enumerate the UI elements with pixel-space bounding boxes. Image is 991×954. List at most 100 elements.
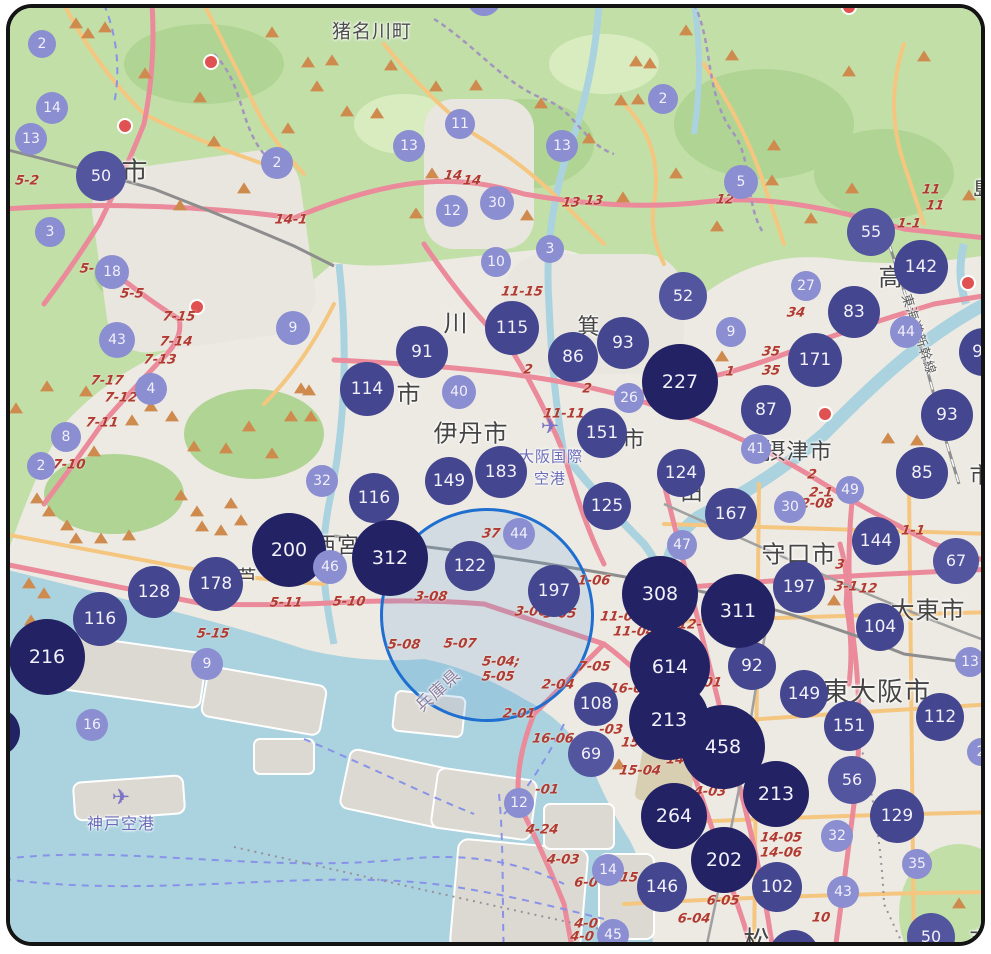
cluster-marker[interactable]: 86 xyxy=(548,332,598,382)
cluster-marker[interactable]: 614 xyxy=(630,627,710,707)
cluster-marker[interactable]: 35 xyxy=(902,849,932,879)
cluster-marker[interactable]: 14 xyxy=(36,92,68,124)
cluster-marker[interactable] xyxy=(10,708,20,756)
cluster-marker[interactable]: 9 xyxy=(191,648,223,680)
cluster-marker[interactable]: 129 xyxy=(870,789,924,843)
cluster-marker[interactable]: 115 xyxy=(485,301,539,355)
cluster-marker[interactable]: 124 xyxy=(657,449,705,497)
cluster-marker[interactable]: 30 xyxy=(774,491,806,523)
cluster-marker[interactable]: 32 xyxy=(821,820,853,852)
cluster-marker[interactable]: 8 xyxy=(51,422,81,452)
cluster-marker[interactable]: 27 xyxy=(791,271,821,301)
cluster-marker[interactable]: 93 xyxy=(921,389,973,441)
cluster-marker[interactable]: 13 xyxy=(955,647,981,677)
cluster-marker[interactable]: 12 xyxy=(504,788,534,818)
cluster-marker[interactable]: 13 xyxy=(15,123,47,155)
cluster-marker[interactable]: 4 xyxy=(135,373,167,405)
cluster-marker[interactable]: 18 xyxy=(95,255,129,289)
cluster-marker[interactable]: 55 xyxy=(847,208,895,256)
cluster-marker[interactable]: 171 xyxy=(788,333,842,387)
cluster-marker[interactable]: 13 xyxy=(393,130,425,162)
cluster-marker[interactable]: 87 xyxy=(741,385,791,435)
cluster-marker[interactable]: 144 xyxy=(852,517,900,565)
cluster-marker[interactable] xyxy=(467,8,501,16)
cluster-marker[interactable]: 311 xyxy=(701,574,775,648)
cluster-marker[interactable]: 3 xyxy=(536,235,564,263)
cluster-marker[interactable]: 67 xyxy=(933,538,979,584)
cluster-marker[interactable]: 93 xyxy=(769,930,819,942)
cluster-marker[interactable]: 200 xyxy=(252,513,326,587)
cluster-marker[interactable]: 151 xyxy=(577,408,627,458)
cluster-marker[interactable]: 43 xyxy=(99,322,135,358)
cluster-marker[interactable]: 92 xyxy=(728,642,776,690)
cluster-marker[interactable]: 3 xyxy=(35,217,65,247)
cluster-marker[interactable]: 47 xyxy=(667,530,697,560)
map-canvas[interactable]: 5-2 14-1 14 14 13 13 12 11 11 1-1 5- 5-5 7-15 7-14 7-1… xyxy=(10,8,981,942)
cluster-marker[interactable]: 83 xyxy=(828,286,880,338)
cluster-marker[interactable]: 50 xyxy=(907,913,955,942)
cluster-marker[interactable]: 2 xyxy=(967,738,981,766)
cluster-marker[interactable]: 202 xyxy=(691,827,757,893)
cluster-marker[interactable]: 52 xyxy=(659,272,707,320)
cluster-marker[interactable]: 458 xyxy=(681,705,765,789)
cluster-marker[interactable]: 32 xyxy=(306,465,338,497)
cluster-marker[interactable]: 116 xyxy=(73,592,127,646)
cluster-marker[interactable]: 149 xyxy=(425,457,473,505)
cluster-marker[interactable]: 10 xyxy=(481,247,511,277)
cluster-marker[interactable]: 44 xyxy=(503,518,535,550)
cluster-marker[interactable]: 26 xyxy=(614,383,644,413)
cluster-marker[interactable]: 116 xyxy=(349,473,399,523)
cluster-marker[interactable]: 12 xyxy=(436,195,468,227)
cluster-marker[interactable]: 44 xyxy=(890,316,922,348)
cluster-marker[interactable]: 197 xyxy=(528,565,580,617)
cluster-marker[interactable]: 104 xyxy=(856,603,904,651)
poi-red-dot xyxy=(841,8,857,15)
cluster-marker[interactable]: 16 xyxy=(76,709,108,741)
cluster-marker[interactable]: 102 xyxy=(752,862,802,912)
cluster-marker[interactable]: 50 xyxy=(76,151,126,201)
cluster-marker[interactable]: 125 xyxy=(583,482,631,530)
cluster-marker[interactable]: 264 xyxy=(641,783,707,849)
cluster-marker[interactable]: 41 xyxy=(741,434,771,464)
mountain-peak-icon xyxy=(69,532,83,544)
cluster-marker[interactable]: 2 xyxy=(261,147,293,179)
cluster-marker[interactable]: 85 xyxy=(896,447,948,499)
cluster-marker[interactable]: 2 xyxy=(27,452,55,480)
cluster-marker[interactable]: 149 xyxy=(780,670,828,718)
cluster-marker[interactable]: 9 xyxy=(716,317,746,347)
cluster-marker[interactable]: 45 xyxy=(597,919,629,942)
cluster-marker[interactable]: 11 xyxy=(445,109,475,139)
cluster-marker[interactable]: 99 xyxy=(959,328,981,376)
cluster-marker[interactable]: 308 xyxy=(622,556,698,632)
cluster-marker[interactable]: 69 xyxy=(568,731,614,777)
cluster-marker[interactable]: 2 xyxy=(28,30,56,58)
cluster-marker[interactable]: 146 xyxy=(637,862,687,912)
cluster-marker[interactable]: 142 xyxy=(894,240,948,294)
cluster-marker[interactable]: 9 xyxy=(276,311,310,345)
cluster-marker[interactable]: 183 xyxy=(475,446,527,498)
cluster-marker[interactable]: 13 xyxy=(546,130,578,162)
cluster-marker[interactable]: 197 xyxy=(773,561,825,613)
cluster-marker[interactable]: 178 xyxy=(189,557,243,611)
cluster-marker[interactable]: 122 xyxy=(445,541,495,591)
cluster-marker[interactable]: 167 xyxy=(705,488,757,540)
cluster-marker[interactable]: 128 xyxy=(128,566,180,618)
cluster-marker[interactable]: 43 xyxy=(827,876,859,908)
cluster-marker[interactable]: 151 xyxy=(824,701,874,751)
cluster-marker[interactable]: 108 xyxy=(574,682,618,726)
cluster-marker[interactable]: 112 xyxy=(916,693,964,741)
cluster-marker[interactable]: 2 xyxy=(648,84,678,114)
cluster-marker[interactable]: 312 xyxy=(352,520,428,596)
cluster-marker[interactable]: 114 xyxy=(340,362,394,416)
cluster-marker[interactable]: 5 xyxy=(724,165,758,199)
cluster-marker[interactable]: 216 xyxy=(10,619,85,695)
cluster-marker[interactable]: 46 xyxy=(313,550,347,584)
cluster-marker[interactable]: 56 xyxy=(828,756,876,804)
cluster-marker[interactable]: 30 xyxy=(480,186,514,220)
cluster-marker[interactable]: 93 xyxy=(597,317,649,369)
cluster-marker[interactable]: 227 xyxy=(642,344,718,420)
cluster-marker[interactable]: 40 xyxy=(442,375,476,409)
cluster-marker[interactable]: 14 xyxy=(592,854,624,886)
cluster-marker[interactable]: 91 xyxy=(396,326,448,378)
cluster-marker[interactable]: 49 xyxy=(836,476,864,504)
